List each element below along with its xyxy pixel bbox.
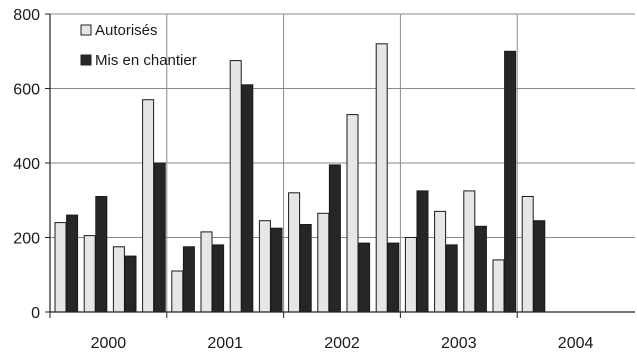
x-tick-label-2002: 2002 (324, 335, 360, 352)
bar-autorises-9 (288, 192, 301, 313)
bars (54, 43, 546, 313)
bar-autorises-12 (375, 43, 388, 313)
bar-autorises-14 (434, 210, 447, 313)
bar-autorises-13 (404, 237, 417, 313)
bar-mis-en-chantier-10 (328, 164, 341, 313)
bar-mis-en-chantier-13 (416, 190, 429, 313)
legend-label-autorises: Autorisés (95, 22, 158, 39)
y-tick-label-400: 400 (13, 156, 40, 173)
y-tick-label-200: 200 (13, 231, 40, 248)
bar-autorises-2 (83, 235, 96, 313)
bar-mis-en-chantier-14 (445, 244, 458, 313)
axes (45, 13, 635, 318)
y-tick-labels: 0 200 400 600 800 (13, 7, 40, 322)
bar-mis-en-chantier-11 (358, 242, 371, 313)
bar-autorises-11 (346, 114, 359, 313)
legend: Autorisés Mis en chantier (80, 22, 197, 69)
bar-mis-en-chantier-12 (387, 242, 400, 313)
bar-autorises-3 (112, 246, 125, 313)
bar-mis-en-chantier-6 (212, 244, 225, 313)
bar-autorises-7 (229, 60, 242, 313)
legend-label-mis-en-chantier: Mis en chantier (95, 52, 197, 69)
x-tick-label-2001: 2001 (207, 335, 243, 352)
bar-mis-en-chantier-16 (504, 50, 517, 313)
bar-mis-en-chantier-15 (474, 225, 487, 313)
bar-mis-en-chantier-1 (66, 214, 79, 313)
legend-swatch-autorises (80, 24, 92, 36)
bar-mis-en-chantier-8 (270, 227, 283, 313)
bar-autorises-6 (200, 231, 213, 313)
bar-mis-en-chantier-9 (299, 224, 312, 313)
x-tick-label-2003: 2003 (441, 335, 477, 352)
bar-autorises-1 (54, 222, 67, 313)
legend-swatch-mis-en-chantier (80, 54, 92, 66)
bar-autorises-5 (171, 270, 184, 313)
y-tick-label-600: 600 (13, 82, 40, 99)
y-tick-label-800: 800 (13, 7, 40, 24)
bar-mis-en-chantier-3 (124, 255, 137, 313)
bar-mis-en-chantier-2 (95, 196, 108, 313)
bar-autorises-15 (463, 190, 476, 313)
bar-autorises-8 (258, 220, 271, 313)
y-tick-label-0: 0 (31, 305, 40, 322)
bar-autorises-4 (142, 99, 155, 313)
bar-mis-en-chantier-5 (182, 246, 195, 313)
bar-mis-en-chantier-7 (241, 84, 254, 313)
x-tick-label-2004: 2004 (558, 335, 594, 352)
bar-autorises-17 (521, 196, 534, 313)
bar-mis-en-chantier-17 (533, 220, 546, 313)
bar-mis-en-chantier-4 (153, 162, 166, 313)
bar-autorises-16 (492, 259, 505, 313)
bar-autorises-10 (317, 212, 330, 313)
x-tick-labels: 2000 2001 2002 2003 2004 (91, 335, 594, 352)
x-tick-label-2000: 2000 (91, 335, 127, 352)
